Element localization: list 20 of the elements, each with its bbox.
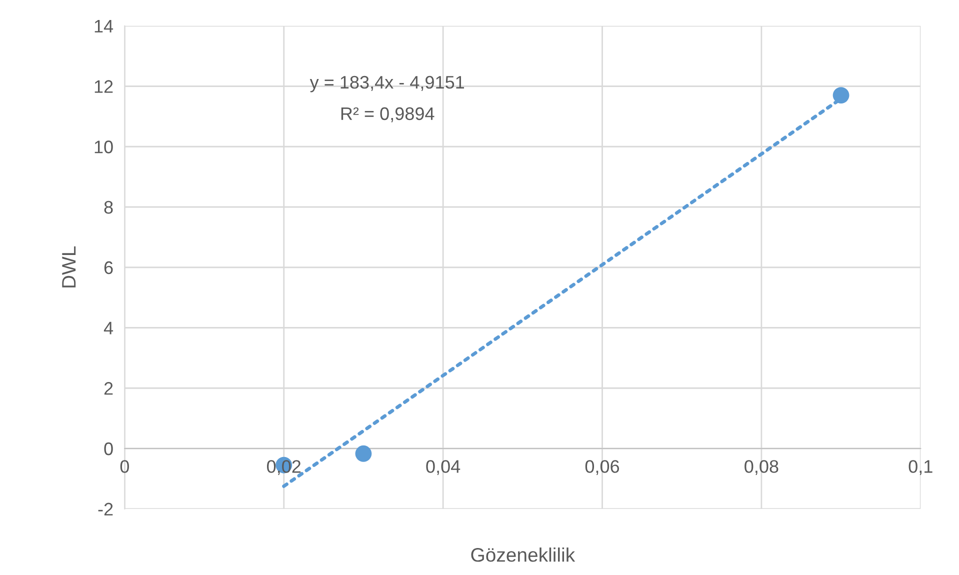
y-tick-label: 0 [104,442,113,456]
y-tick-label: -2 [98,502,113,516]
x-tick-label: 0,1 [908,460,932,476]
y-axis-title: DWL [62,246,76,288]
y-tick-label: 10 [94,140,113,154]
point [832,87,850,104]
x-axis-title: Gözeneklilik [471,548,576,562]
point [355,445,372,462]
x-tick-label: 0 [120,460,129,473]
y-tick-label: 6 [104,261,113,274]
y-tick-label: 12 [94,80,113,93]
x-tick-label: 0,04 [426,460,460,476]
annotation: y = 183,4x - 4,9151 [310,76,464,92]
annotation: R² = 0,9894 [341,107,434,122]
y-tick-label: 14 [94,20,114,32]
y-tick-label: 8 [104,200,113,214]
y-tick-label: 4 [104,322,114,334]
x-tick-label: 0,06 [585,460,620,476]
x-tick-label: 0,08 [744,460,778,476]
y-tick-label: 2 [104,382,113,395]
